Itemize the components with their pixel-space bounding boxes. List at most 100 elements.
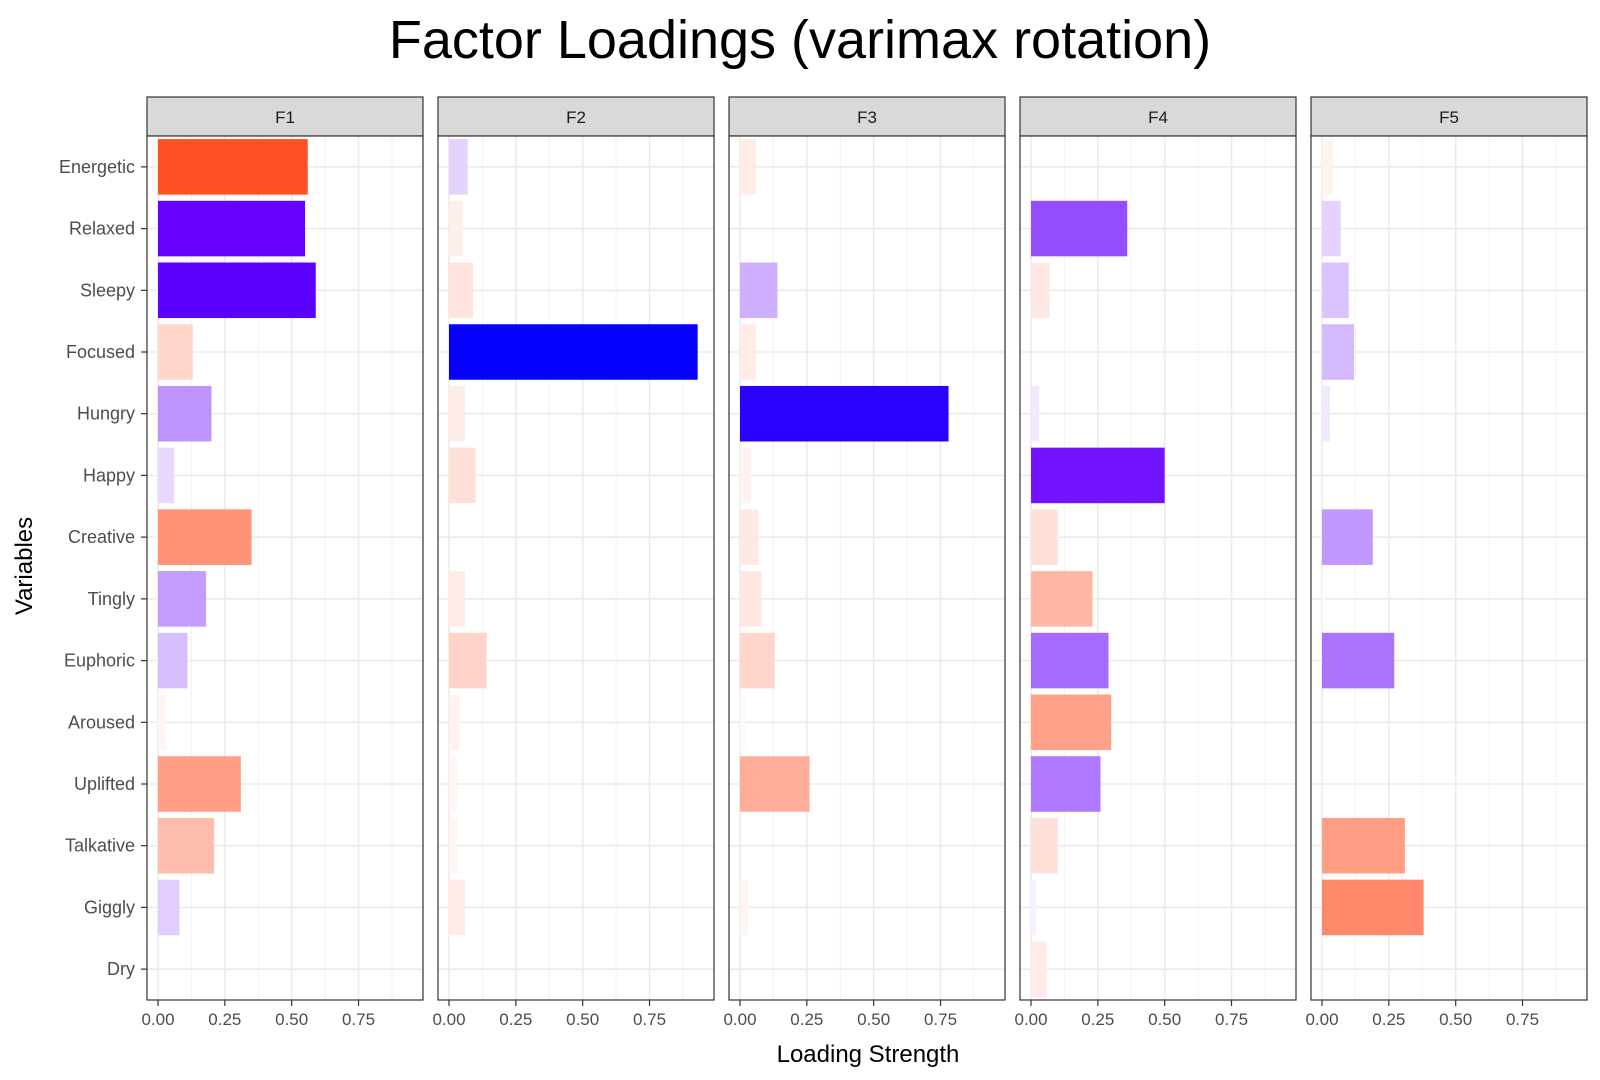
bar-f4-giggly	[1031, 879, 1037, 936]
bar-f3-euphoric	[740, 632, 775, 689]
bar-f1-relaxed	[158, 200, 306, 257]
facet-strip-label: F5	[1439, 108, 1459, 127]
bar-f2-euphoric	[449, 632, 487, 689]
x-tick-label: 0.50	[1439, 1010, 1472, 1029]
panel-border	[1310, 135, 1588, 1001]
y-tick-label-relaxed: Relaxed	[69, 219, 135, 239]
bar-f3-tingly	[740, 571, 762, 627]
y-tick-label-focused: Focused	[66, 342, 135, 362]
bar-f1-focused	[158, 324, 193, 380]
bar-f4-creative	[1031, 509, 1058, 565]
bar-f1-creative	[158, 509, 252, 565]
bar-f5-relaxed	[1322, 200, 1341, 257]
facet-panel-f1: F1 0.00 0.25 0.50 0.75 Energetic Relaxed Sleepy…	[59, 96, 424, 1029]
bar-f3-hungry	[740, 385, 949, 442]
bar-f2-talkative	[449, 817, 458, 874]
panel-border	[1019, 135, 1297, 1001]
bar-f4-hungry	[1031, 385, 1040, 442]
x-axis-label: Loading Strength	[777, 1041, 960, 1068]
x-tick-label: 0.00	[1014, 1010, 1047, 1029]
bar-f3-focused	[740, 324, 757, 380]
bar-f2-giggly	[449, 879, 466, 936]
facet-strip-label: F2	[566, 108, 586, 127]
x-tick-label: 0.75	[342, 1010, 375, 1029]
bar-f3-energetic	[740, 139, 757, 195]
bar-f3-happy	[740, 447, 751, 504]
bar-f4-uplifted	[1031, 756, 1101, 812]
bar-f4-relaxed	[1031, 200, 1128, 257]
facet-panel-f4: F4 0.00 0.25 0.50 0.75	[1014, 96, 1297, 1029]
bar-f2-uplifted	[449, 756, 458, 812]
x-tick-label: 0.75	[633, 1010, 666, 1029]
bar-f2-tingly	[449, 571, 466, 627]
facet-panel-f2: F2 0.00 0.25 0.50 0.75	[432, 96, 715, 1029]
bar-f1-happy	[158, 447, 175, 504]
bar-f3-giggly	[740, 879, 749, 936]
bar-f5-giggly	[1322, 879, 1424, 936]
y-tick-label-dry: Dry	[107, 959, 135, 979]
bar-f1-energetic	[158, 139, 308, 195]
x-tick-label: 0.25	[208, 1010, 241, 1029]
y-tick-label-giggly: Giggly	[84, 897, 135, 917]
facet-strip	[437, 96, 715, 137]
x-tick-label: 0.00	[141, 1010, 174, 1029]
bar-f4-happy	[1031, 447, 1165, 504]
panel-border	[146, 135, 424, 1001]
y-tick-label-euphoric: Euphoric	[64, 651, 135, 671]
panel-background	[438, 136, 714, 1000]
bar-f1-hungry	[158, 385, 212, 442]
facet-strip	[146, 96, 424, 137]
bar-f5-hungry	[1322, 385, 1331, 442]
bar-f5-euphoric	[1322, 632, 1395, 689]
bar-f1-talkative	[158, 817, 215, 874]
bar-f4-tingly	[1031, 571, 1093, 627]
bar-f2-sleepy	[449, 262, 474, 319]
bar-f4-aroused	[1031, 694, 1112, 751]
bar-f2-energetic	[449, 139, 468, 195]
bar-f1-sleepy	[158, 262, 316, 319]
bar-f3-creative	[740, 509, 759, 565]
x-tick-label: 0.25	[790, 1010, 823, 1029]
x-tick-label: 0.00	[432, 1010, 465, 1029]
bar-f4-dry	[1031, 941, 1048, 997]
y-tick-label-aroused: Aroused	[68, 712, 135, 732]
x-tick-label: 0.50	[566, 1010, 599, 1029]
facet-panel-f3: F3 0.00 0.25 0.50 0.75	[723, 96, 1006, 1029]
x-tick-label: 0.25	[1081, 1010, 1114, 1029]
y-tick-label-sleepy: Sleepy	[80, 280, 135, 300]
y-axis-label: Variables	[11, 517, 38, 615]
bar-f1-uplifted	[158, 756, 241, 812]
chart-title: Factor Loadings (varimax rotation)	[389, 10, 1211, 70]
bar-f1-giggly	[158, 879, 180, 936]
x-tick-label: 0.75	[1506, 1010, 1539, 1029]
facet-strip	[728, 96, 1006, 137]
facet-strip-label: F4	[1148, 108, 1168, 127]
facet-panel-f5: F5 0.00 0.25 0.50 0.75	[1305, 96, 1588, 1029]
panel-border	[728, 135, 1006, 1001]
x-tick-label: 0.75	[924, 1010, 957, 1029]
bar-f5-energetic	[1322, 139, 1333, 195]
y-tick-label-talkative: Talkative	[65, 836, 135, 856]
facet-strip-label: F3	[857, 108, 877, 127]
bar-f3-sleepy	[740, 262, 778, 319]
y-tick-label-uplifted: Uplifted	[74, 774, 135, 794]
x-tick-label: 0.50	[1148, 1010, 1181, 1029]
bar-f5-focused	[1322, 324, 1355, 380]
bar-f5-sleepy	[1322, 262, 1349, 319]
bar-f1-aroused	[158, 694, 167, 751]
facet-strip	[1310, 96, 1588, 137]
bar-f3-aroused	[740, 694, 746, 751]
bar-f5-creative	[1322, 509, 1373, 565]
x-tick-label: 0.25	[499, 1010, 532, 1029]
panel-background	[1020, 136, 1296, 1000]
y-tick-label-hungry: Hungry	[77, 404, 135, 424]
bar-f2-hungry	[449, 385, 466, 442]
bar-f4-sleepy	[1031, 262, 1050, 319]
bar-f1-euphoric	[158, 632, 188, 689]
x-tick-label: 0.00	[1305, 1010, 1338, 1029]
y-tick-label-creative: Creative	[68, 527, 135, 547]
x-tick-label: 0.25	[1372, 1010, 1405, 1029]
x-tick-label: 0.75	[1215, 1010, 1248, 1029]
